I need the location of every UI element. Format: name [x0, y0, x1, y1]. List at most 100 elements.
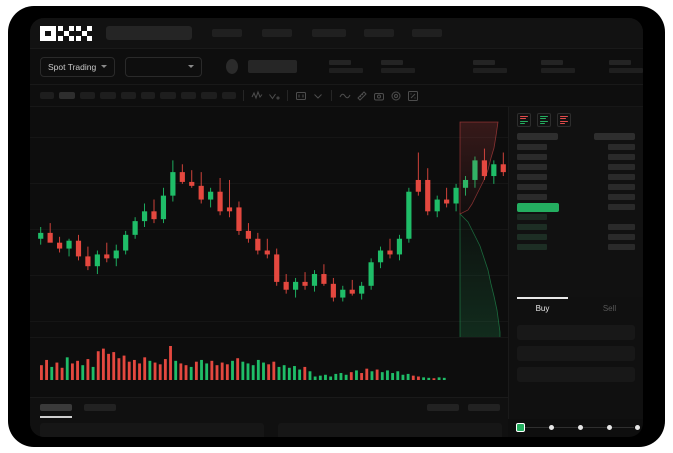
ticker-stat-value	[329, 68, 363, 73]
slider-node-0[interactable]	[516, 422, 525, 432]
orderbook-row[interactable]	[517, 182, 635, 192]
bottom-tab-1[interactable]	[40, 404, 72, 418]
orderbook-row[interactable]	[517, 192, 635, 202]
compare-icon[interactable]	[295, 90, 307, 102]
orderbook-price-cell	[517, 164, 547, 170]
orderbook-price-cell	[517, 244, 547, 250]
order-book-mode-group	[509, 107, 643, 127]
logo-letter-o	[40, 25, 56, 41]
timeframe-1[interactable]	[40, 92, 54, 99]
app-screen: Spot Trading	[30, 18, 643, 437]
tab-buy-label: Buy	[535, 303, 550, 313]
orderbook-row-active[interactable]	[517, 202, 635, 212]
orderbook-size-cell	[608, 234, 635, 240]
order-type-field[interactable]	[517, 325, 635, 340]
nav-item-5[interactable]	[412, 29, 442, 37]
camera-icon[interactable]	[373, 90, 385, 102]
timeframe-5[interactable]	[121, 92, 136, 99]
order-book-header	[509, 127, 643, 142]
timeframe-9[interactable]	[201, 92, 217, 99]
ticker-stat-label	[329, 60, 351, 65]
settings-icon[interactable]	[390, 90, 402, 102]
toolbar-divider	[287, 90, 288, 101]
timeframe-2[interactable]	[59, 92, 75, 99]
orderbook-row[interactable]	[517, 142, 635, 152]
top-navigation-bar	[30, 18, 643, 49]
orderbook-row[interactable]	[517, 232, 635, 242]
orderbook-row[interactable]	[517, 212, 635, 222]
bottom-action-1[interactable]	[427, 404, 459, 411]
orderbook-size-cell	[608, 154, 635, 160]
price-field[interactable]	[517, 346, 635, 361]
orderbook-row[interactable]	[517, 152, 635, 162]
toolbar-divider	[331, 90, 332, 101]
bottom-action-2[interactable]	[468, 404, 500, 411]
timeframe-4[interactable]	[100, 92, 116, 99]
price-chart[interactable]	[30, 107, 508, 337]
ticker-stat-label	[541, 60, 563, 65]
chart-gridline	[30, 229, 508, 230]
ticker-stat-5	[609, 60, 643, 73]
amount-field[interactable]	[517, 367, 635, 382]
tab-sell[interactable]: Sell	[576, 297, 643, 319]
pair-selector[interactable]	[125, 56, 202, 77]
bottom-tab-bar	[40, 404, 116, 418]
orderbook-size-cell	[608, 204, 635, 210]
amount-percent-slider[interactable]	[516, 421, 640, 433]
nav-item-2[interactable]	[262, 29, 292, 37]
orderbook-mode-both-icon[interactable]	[517, 113, 531, 127]
timeframe-7[interactable]	[160, 92, 176, 99]
ruler-icon[interactable]	[356, 90, 368, 102]
order-form	[508, 319, 643, 419]
orderbook-size-cell	[608, 184, 635, 190]
slider-node-50[interactable]	[578, 424, 583, 430]
timeframe-6[interactable]	[141, 92, 155, 99]
orderbook-row[interactable]	[517, 222, 635, 232]
orderbook-price-cell	[517, 224, 547, 230]
ticker-stat-label	[609, 60, 631, 65]
orderbook-col-size	[594, 133, 635, 140]
order-book-panel	[508, 107, 643, 297]
bottom-card-2[interactable]	[278, 423, 502, 437]
timeframe-10[interactable]	[222, 92, 236, 99]
orderbook-row[interactable]	[517, 162, 635, 172]
orderbook-mode-asks-icon[interactable]	[557, 113, 571, 127]
bottom-card-1[interactable]	[40, 423, 264, 437]
orderbook-size-cell	[608, 174, 635, 180]
trading-mode-selector[interactable]: Spot Trading	[40, 56, 116, 77]
wave-icon[interactable]	[339, 90, 351, 102]
okx-logo-icon[interactable]	[40, 25, 92, 41]
nav-item-4[interactable]	[364, 29, 394, 37]
orderbook-price-cell	[517, 174, 547, 180]
nav-item-3[interactable]	[312, 29, 346, 37]
search-input[interactable]	[106, 26, 192, 40]
volume-chart[interactable]	[30, 337, 508, 397]
bottom-tab-2[interactable]	[84, 404, 116, 411]
toolbar-divider	[243, 90, 244, 101]
orderbook-size-cell	[608, 164, 635, 170]
chevron-down-icon[interactable]	[312, 90, 324, 102]
alert-icon[interactable]	[268, 90, 280, 102]
bottom-panel	[30, 397, 508, 437]
ticker-stat-value	[381, 68, 415, 73]
indicator-icon[interactable]	[251, 90, 263, 102]
slider-node-100[interactable]	[635, 424, 640, 430]
fullscreen-icon[interactable]	[407, 90, 419, 102]
orderbook-row[interactable]	[517, 242, 635, 252]
orderbook-price-cell	[517, 184, 547, 190]
tab-buy[interactable]: Buy	[509, 297, 576, 319]
orderbook-price-cell	[517, 234, 547, 240]
slider-node-75[interactable]	[607, 424, 612, 430]
chart-gridline	[30, 275, 508, 276]
device-frame: Spot Trading	[8, 6, 665, 447]
timeframe-8[interactable]	[181, 92, 196, 99]
orderbook-row[interactable]	[517, 172, 635, 182]
orderbook-size-cell	[608, 224, 635, 230]
slider-node-25[interactable]	[549, 424, 554, 430]
pair-avatar	[225, 59, 238, 74]
orderbook-mode-bids-icon[interactable]	[537, 113, 551, 127]
ticker-stat-value	[473, 68, 507, 73]
orderbook-price-cell	[517, 154, 547, 160]
timeframe-3[interactable]	[80, 92, 95, 99]
nav-item-1[interactable]	[212, 29, 242, 37]
